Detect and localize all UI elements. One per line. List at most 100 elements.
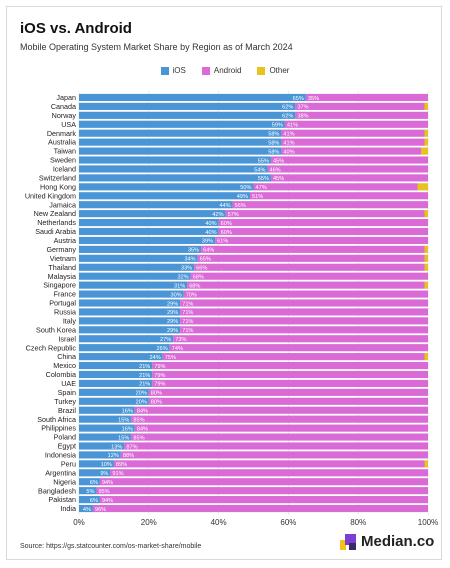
bar-ios	[79, 433, 132, 441]
data-label-ios: 16%	[122, 409, 133, 415]
bar-android	[124, 442, 429, 450]
data-label-android: 71%	[182, 310, 193, 316]
data-label-android: 68%	[193, 274, 204, 280]
category-label: Switzerland	[39, 173, 76, 182]
legend-label-android: Android	[213, 66, 242, 75]
bar-android	[295, 102, 425, 110]
data-label-ios: 21%	[139, 364, 150, 370]
data-label-ios: 10%	[101, 462, 112, 468]
bar-android	[152, 361, 429, 370]
bar-android	[270, 174, 428, 182]
data-label-android: 85%	[133, 417, 144, 423]
bar-android	[152, 379, 429, 387]
bar-android	[99, 478, 428, 486]
data-label-android: 74%	[172, 346, 183, 352]
data-label-android: 60%	[221, 230, 232, 236]
category-label: Italy	[63, 316, 77, 325]
bar-other	[424, 254, 428, 262]
x-tick-label: 100%	[418, 518, 438, 527]
data-label-android: 41%	[287, 123, 298, 129]
data-label-android: 57%	[228, 212, 239, 218]
category-label: Turkey	[54, 397, 76, 406]
bar-ios	[79, 299, 181, 307]
data-label-ios: 6%	[90, 480, 98, 486]
bar-other	[424, 129, 428, 137]
bar-ios	[79, 308, 181, 316]
data-label-android: 89%	[116, 462, 127, 468]
category-label: Russia	[54, 308, 76, 317]
category-label: Israel	[58, 334, 76, 343]
data-label-android: 71%	[182, 301, 193, 307]
bar-android	[225, 210, 425, 218]
category-label: New Zealand	[34, 209, 76, 218]
category-label: Nigeria	[53, 477, 76, 486]
bar-ios	[79, 388, 149, 396]
bar-android	[281, 147, 422, 155]
data-label-ios: 58%	[268, 140, 279, 146]
bar-other	[421, 147, 428, 155]
data-label-ios: 21%	[139, 382, 150, 388]
chart-title: iOS vs. Android	[20, 20, 132, 37]
legend-item-android: Android	[201, 66, 242, 75]
bar-ios	[79, 272, 191, 280]
bar-ios	[79, 290, 184, 298]
bar-ios	[79, 236, 216, 245]
bar-android	[180, 326, 428, 334]
bar-android	[305, 93, 428, 102]
data-label-android: 88%	[123, 453, 134, 459]
category-label: Saudi Arabia	[35, 227, 76, 236]
source-note: Source: https://gs.statcounter.com/os-ma…	[20, 543, 202, 550]
data-label-android: 94%	[102, 480, 113, 486]
category-label: South Africa	[37, 415, 76, 424]
category-label: India	[60, 504, 76, 513]
bar-ios	[79, 156, 271, 164]
data-label-ios: 13%	[111, 444, 122, 450]
data-label-ios: 26%	[157, 346, 168, 352]
data-label-ios: 12%	[108, 453, 119, 459]
data-label-android: 35%	[308, 96, 319, 102]
data-label-android: 70%	[186, 292, 197, 298]
category-label: Bangladesh	[38, 486, 76, 495]
data-label-android: 65%	[200, 257, 211, 263]
bar-android	[218, 227, 428, 236]
bar-android	[134, 424, 428, 432]
legend-swatch-other	[257, 66, 266, 75]
data-label-android: 95%	[98, 489, 109, 495]
bar-other	[424, 245, 428, 253]
bar-android	[152, 370, 429, 379]
data-label-ios: 34%	[184, 257, 195, 263]
category-label: Denmark	[47, 129, 77, 138]
category-label: China	[57, 352, 76, 361]
legend-swatch-ios	[160, 66, 169, 75]
bar-ios	[79, 254, 198, 262]
bar-ios	[79, 326, 181, 334]
data-label-android: 45%	[273, 158, 284, 164]
bar-android	[180, 299, 428, 307]
data-label-ios: 15%	[118, 435, 129, 441]
category-label: Canada	[51, 102, 76, 111]
bar-ios	[79, 504, 93, 513]
bar-ios	[79, 102, 296, 110]
category-label: Sweden	[50, 156, 76, 165]
legend-item-other: Other	[257, 66, 289, 75]
bar-ios	[79, 451, 121, 459]
bar-ios	[79, 281, 188, 289]
category-label: Poland	[54, 433, 76, 442]
data-label-android: 56%	[235, 203, 246, 209]
bar-android	[92, 504, 429, 513]
bar-other	[424, 281, 428, 289]
data-label-ios: 20%	[136, 391, 147, 397]
bar-other	[424, 138, 428, 146]
data-label-ios: 58%	[268, 149, 279, 155]
category-label: France	[54, 290, 76, 299]
data-label-android: 91%	[112, 471, 123, 477]
bar-android	[253, 183, 418, 191]
data-label-android: 87%	[126, 444, 137, 450]
bar-android	[180, 308, 428, 316]
bar-ios	[79, 317, 181, 325]
bar-ios	[79, 361, 153, 370]
category-label: UAE	[61, 379, 76, 388]
category-label: Hong Kong	[40, 182, 76, 191]
data-label-ios: 54%	[254, 167, 265, 173]
